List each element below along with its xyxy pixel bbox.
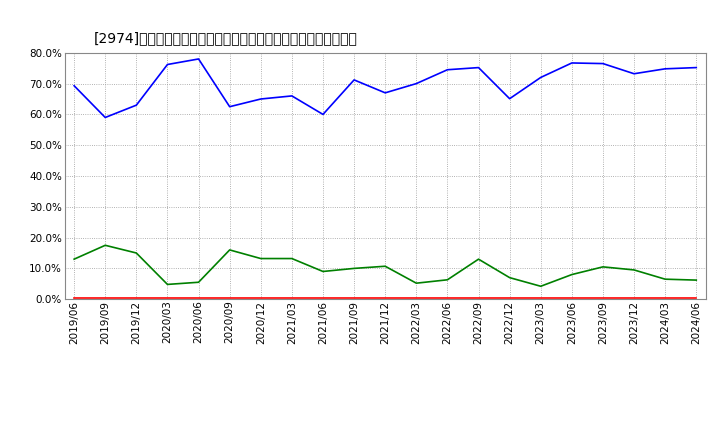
Text: [2974]　売上債権、在庫、買入債務の総資産に対する比率の推移: [2974] 売上債権、在庫、買入債務の総資産に対する比率の推移 xyxy=(94,31,357,45)
